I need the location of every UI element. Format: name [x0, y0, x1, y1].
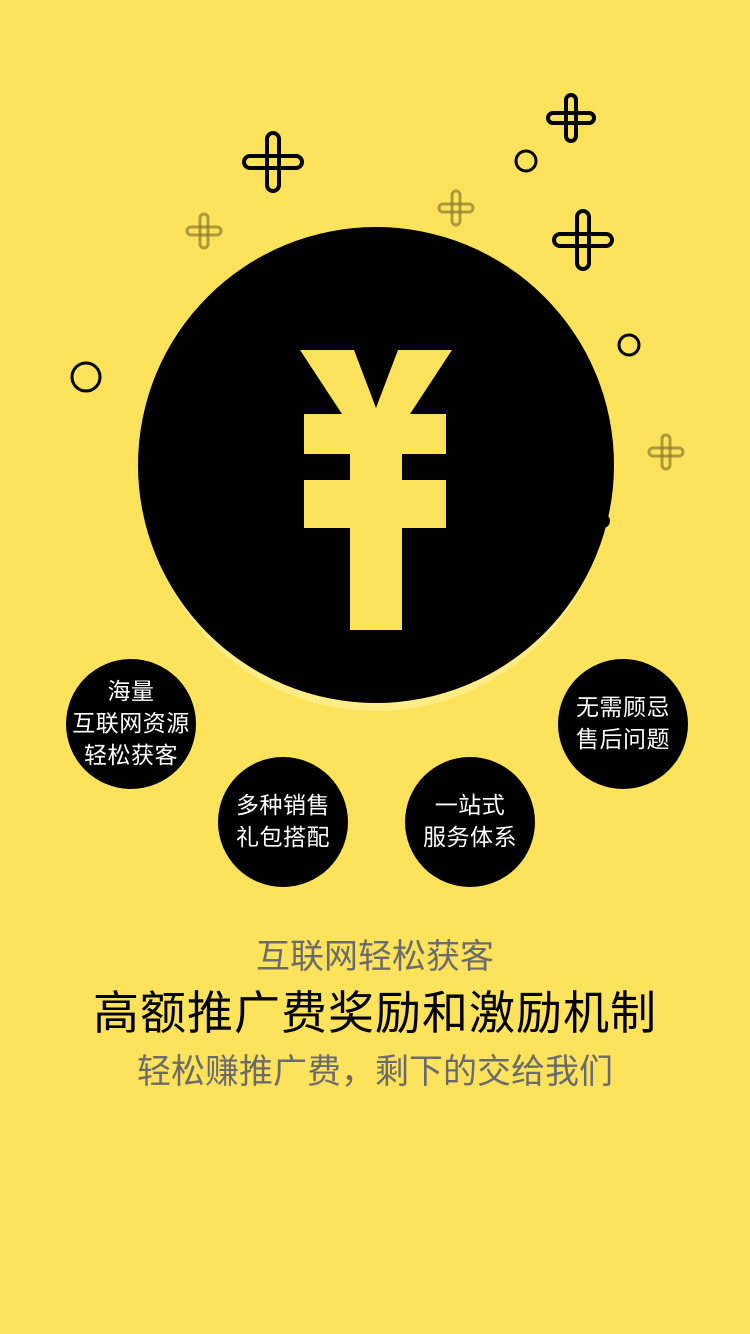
feature-bubble-packages: 多种销售 礼包搭配 — [218, 757, 348, 887]
feature-text: 服务体系 — [423, 825, 517, 851]
feature-text: 一站式 — [434, 793, 506, 819]
feature-text: 礼包搭配 — [236, 825, 330, 851]
subtitle-bottom: 轻松赚推广费，剩下的交给我们 — [137, 1052, 613, 1092]
plus-icon — [185, 212, 223, 250]
plus-icon — [546, 93, 596, 143]
sparkle-decorations — [70, 93, 685, 471]
feature-text: 多种销售 — [236, 793, 330, 819]
coin-dot — [596, 514, 610, 528]
feature-text: 海量 — [107, 679, 155, 705]
yen-icon — [300, 350, 452, 630]
plus-icon — [552, 209, 614, 271]
feature-bubble-aftersales: 无需顾忌 售后问题 — [558, 659, 688, 789]
feature-text: 无需顾忌 — [576, 695, 670, 721]
plus-icon — [437, 189, 475, 227]
subtitle-top: 互联网轻松获客 — [256, 937, 494, 977]
feature-text: 互联网资源 — [72, 711, 190, 737]
feature-text: 售后问题 — [576, 727, 670, 753]
feature-bubble-service: 一站式 服务体系 — [405, 757, 535, 887]
plus-icon — [647, 433, 685, 471]
feature-text: 轻松获客 — [84, 743, 178, 769]
feature-bubble-resources: 海量 互联网资源 轻松获客 — [66, 659, 196, 789]
ring-icon — [514, 149, 538, 173]
ring-icon — [70, 361, 102, 393]
ring-icon — [617, 333, 641, 357]
plus-icon — [242, 131, 304, 193]
headline: 高额推广费奖励和激励机制 — [93, 986, 657, 1040]
